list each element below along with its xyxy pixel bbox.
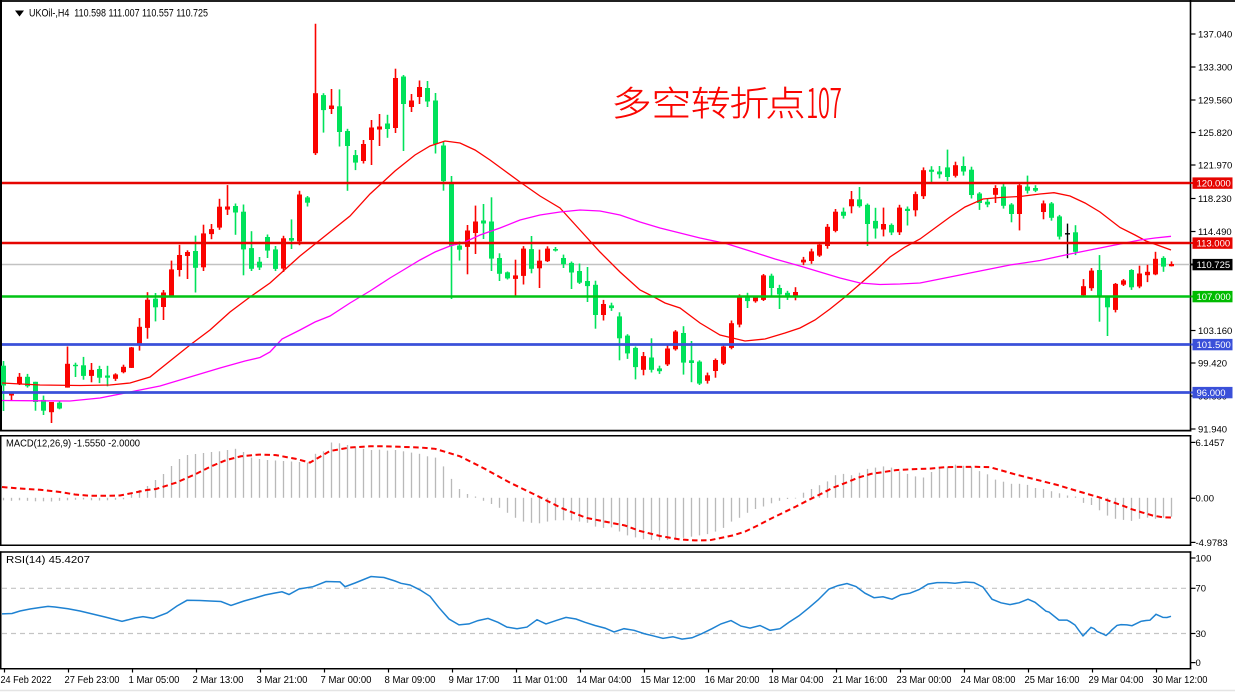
svg-text:110.725: 110.725 [1197,260,1231,271]
svg-text:96.000: 96.000 [1197,388,1226,399]
svg-text:24 Mar 08:00: 24 Mar 08:00 [961,674,1016,686]
svg-text:-4.9783: -4.9783 [1196,538,1228,549]
svg-text:3 Mar 21:00: 3 Mar 21:00 [257,674,308,686]
svg-text:25 Mar 16:00: 25 Mar 16:00 [1025,674,1080,686]
svg-text:101.500: 101.500 [1197,340,1231,351]
svg-text:11 Mar 01:00: 11 Mar 01:00 [513,674,568,686]
svg-text:103.160: 103.160 [1198,326,1232,337]
svg-text:2 Mar 13:00: 2 Mar 13:00 [193,674,244,686]
svg-text:7 Mar 00:00: 7 Mar 00:00 [321,674,372,686]
svg-text:133.300: 133.300 [1198,62,1232,73]
svg-text:18 Mar 04:00: 18 Mar 04:00 [769,674,824,686]
svg-text:100: 100 [1196,553,1212,564]
svg-text:29 Mar 04:00: 29 Mar 04:00 [1089,674,1144,686]
svg-text:14 Mar 04:00: 14 Mar 04:00 [577,674,632,686]
svg-text:121.970: 121.970 [1198,160,1232,171]
svg-text:99.420: 99.420 [1198,358,1227,369]
svg-text:120.000: 120.000 [1197,179,1231,190]
svg-text:23 Mar 00:00: 23 Mar 00:00 [897,674,952,686]
svg-text:129.560: 129.560 [1198,95,1232,106]
svg-text:6.1457: 6.1457 [1196,438,1225,449]
svg-text:8 Mar 09:00: 8 Mar 09:00 [385,674,436,686]
svg-text:113.000: 113.000 [1197,239,1231,250]
svg-text:15 Mar 12:00: 15 Mar 12:00 [641,674,696,686]
svg-text:91.940: 91.940 [1198,424,1227,435]
svg-text:70: 70 [1196,584,1207,595]
svg-text:21 Mar 16:00: 21 Mar 16:00 [833,674,888,686]
svg-text:27 Feb 23:00: 27 Feb 23:00 [65,674,120,686]
svg-text:MACD(12,26,9) -1.5550 -2.0000: MACD(12,26,9) -1.5550 -2.0000 [6,438,140,450]
svg-text:114.490: 114.490 [1198,227,1232,238]
svg-text:30: 30 [1196,629,1207,640]
svg-text:16 Mar 20:00: 16 Mar 20:00 [705,674,760,686]
svg-text:UKOil-,H4 110.598 111.007 110: UKOil-,H4 110.598 111.007 110.557 110.72… [29,8,208,20]
svg-text:1 Mar 05:00: 1 Mar 05:00 [129,674,180,686]
svg-text:RSI(14) 45.4207: RSI(14) 45.4207 [6,554,90,566]
svg-text:9 Mar 17:00: 9 Mar 17:00 [449,674,500,686]
svg-text:107.000: 107.000 [1197,292,1231,303]
svg-text:30 Mar 12:00: 30 Mar 12:00 [1153,674,1208,686]
svg-text:0.00: 0.00 [1196,494,1215,505]
svg-text:24 Feb 2022: 24 Feb 2022 [1,674,52,686]
svg-text:125.820: 125.820 [1198,128,1232,139]
svg-text:137.040: 137.040 [1198,29,1232,40]
svg-text:118.230: 118.230 [1198,194,1232,205]
svg-text:0: 0 [1196,658,1201,669]
